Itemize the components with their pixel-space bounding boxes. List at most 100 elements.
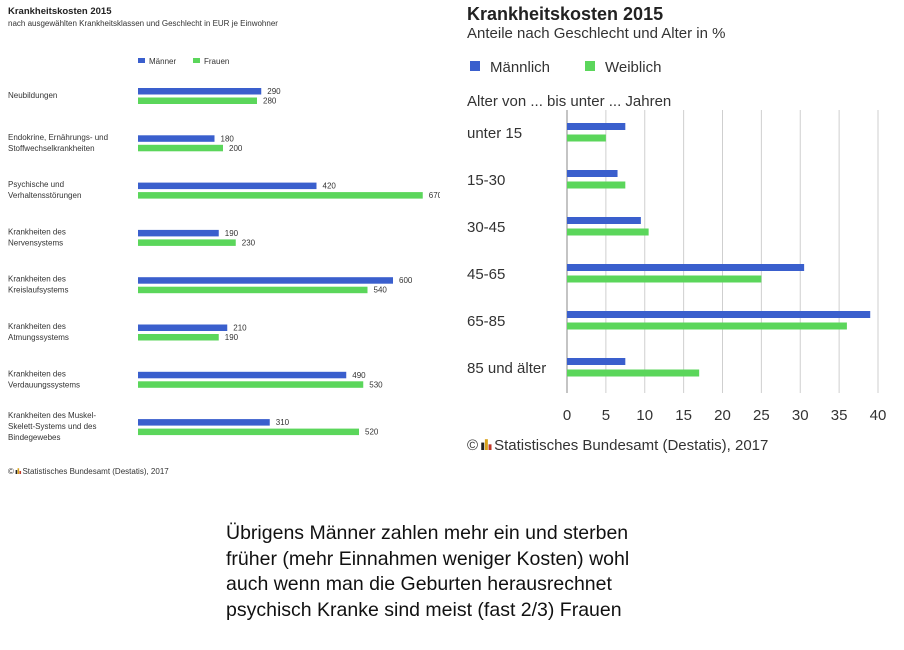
destatis-logo-icon bbox=[17, 468, 20, 474]
bar-value-label: 200 bbox=[229, 144, 243, 153]
bar bbox=[138, 334, 219, 341]
bar-value-label: 210 bbox=[233, 324, 247, 333]
category-label: Krankheiten des Muskel- bbox=[8, 411, 96, 420]
tick-label: 15 bbox=[675, 407, 692, 424]
bar bbox=[567, 181, 626, 189]
bar-value-label: 490 bbox=[352, 371, 366, 380]
bar-value-label: 520 bbox=[365, 428, 379, 437]
destatis-logo-icon bbox=[481, 442, 485, 450]
category-label: Krankheiten des bbox=[8, 227, 66, 236]
category-label: Psychische und bbox=[8, 180, 64, 189]
bar bbox=[567, 123, 626, 130]
bar bbox=[138, 324, 228, 331]
tick-label: 10 bbox=[636, 407, 653, 424]
bar-value-label: 290 bbox=[267, 87, 281, 96]
bar bbox=[138, 144, 223, 152]
bar bbox=[138, 419, 270, 426]
legend-label: Männer bbox=[149, 57, 176, 66]
bar bbox=[138, 286, 368, 294]
bar bbox=[138, 277, 393, 284]
commentary-text: Übrigens Männer zahlen mehr ein und ster… bbox=[226, 522, 630, 621]
bar bbox=[138, 239, 236, 246]
legend-label: Weiblich bbox=[605, 59, 661, 76]
legend-swatch bbox=[585, 61, 595, 71]
bar bbox=[567, 170, 618, 177]
category-label: 65-85 bbox=[467, 313, 505, 330]
category-label: Verdauungssystems bbox=[8, 380, 80, 389]
bar-value-label: 310 bbox=[276, 418, 290, 427]
bar-value-label: 670 bbox=[429, 191, 440, 200]
tick-label: 40 bbox=[870, 407, 887, 424]
copyright-icon: © bbox=[467, 437, 478, 454]
category-label: 15-30 bbox=[467, 172, 505, 189]
legend-swatch bbox=[470, 61, 480, 71]
bar-value-label: 420 bbox=[323, 182, 337, 191]
category-label: Stoffwechselkrankheiten bbox=[8, 144, 95, 153]
destatis-logo-icon bbox=[484, 439, 488, 450]
chart1-title: Krankheitskosten 2015 bbox=[8, 6, 112, 17]
copyright-icon: © bbox=[8, 467, 14, 476]
category-label: 30-45 bbox=[467, 219, 505, 236]
category-label: Nervensystems bbox=[8, 238, 63, 247]
category-label: Atmungssystems bbox=[8, 333, 69, 342]
category-label: Endokrine, Ernährungs- und bbox=[8, 133, 108, 142]
bar bbox=[138, 381, 364, 388]
bar bbox=[138, 229, 219, 237]
chart-costs-by-age: Krankheitskosten 2015 Anteile nach Gesch… bbox=[455, 0, 900, 470]
chart2-title: Krankheitskosten 2015 bbox=[467, 4, 664, 24]
category-label: Kreislaufsystems bbox=[8, 286, 68, 295]
category-label: Verhaltensstörungen bbox=[8, 191, 81, 200]
bar bbox=[567, 275, 762, 283]
category-label: Neubildungen bbox=[8, 91, 57, 100]
bar-value-label: 230 bbox=[242, 238, 256, 247]
legend-swatch bbox=[193, 58, 200, 63]
chart-costs-by-disease: Krankheitskosten 2015 nach ausgewählten … bbox=[0, 0, 443, 490]
category-label: Krankheiten des bbox=[8, 275, 66, 284]
bar bbox=[138, 97, 257, 104]
bar bbox=[567, 134, 606, 142]
chart2-plot: Männlich Weiblich Alter von ... bis unter … bbox=[467, 59, 887, 454]
tick-label: 30 bbox=[792, 407, 809, 424]
tick-label: 0 bbox=[563, 407, 571, 424]
bar bbox=[138, 88, 262, 95]
legend-label: Frauen bbox=[204, 57, 229, 66]
bar-value-label: 190 bbox=[225, 229, 239, 238]
bar-value-label: 280 bbox=[263, 97, 277, 106]
bar bbox=[138, 428, 359, 436]
chart2-subtitle: Anteile nach Geschlecht und Alter in % bbox=[467, 25, 726, 42]
category-label: Bindegewebes bbox=[8, 433, 60, 442]
bar bbox=[567, 358, 626, 365]
bar bbox=[138, 192, 423, 199]
bar bbox=[567, 228, 649, 236]
bar bbox=[138, 135, 215, 142]
destatis-logo-icon bbox=[19, 470, 22, 474]
category-label: Krankheiten des bbox=[8, 369, 66, 378]
bar bbox=[567, 264, 805, 271]
category-label: Skelett-Systems und des bbox=[8, 422, 96, 431]
bar bbox=[567, 322, 847, 330]
bar-value-label: 180 bbox=[221, 134, 235, 143]
bar-value-label: 600 bbox=[399, 276, 413, 285]
legend-label: Männlich bbox=[490, 59, 550, 76]
legend-swatch bbox=[138, 58, 145, 63]
bar-value-label: 190 bbox=[225, 333, 239, 342]
category-label: 45-65 bbox=[467, 266, 505, 283]
source-label: Statistisches Bundesamt (Destatis), 2017 bbox=[22, 467, 169, 476]
tick-label: 25 bbox=[753, 407, 770, 424]
destatis-logo-icon bbox=[15, 470, 18, 474]
destatis-logo-icon bbox=[488, 444, 492, 450]
tick-label: 35 bbox=[831, 407, 848, 424]
category-label: unter 15 bbox=[467, 125, 522, 142]
axis-title: Alter von ... bis unter ... Jahren bbox=[467, 93, 671, 110]
source-label: Statistisches Bundesamt (Destatis), 2017 bbox=[494, 437, 768, 454]
category-label: Krankheiten des bbox=[8, 322, 66, 331]
bar bbox=[567, 369, 700, 377]
tick-label: 5 bbox=[602, 407, 610, 424]
category-label: 85 und älter bbox=[467, 360, 546, 377]
chart1-subtitle: nach ausgewählten Krankheitsklassen und … bbox=[8, 19, 278, 28]
bar-value-label: 540 bbox=[374, 286, 388, 295]
tick-label: 20 bbox=[714, 407, 731, 424]
bar-value-label: 530 bbox=[369, 380, 383, 389]
bar bbox=[567, 217, 641, 224]
